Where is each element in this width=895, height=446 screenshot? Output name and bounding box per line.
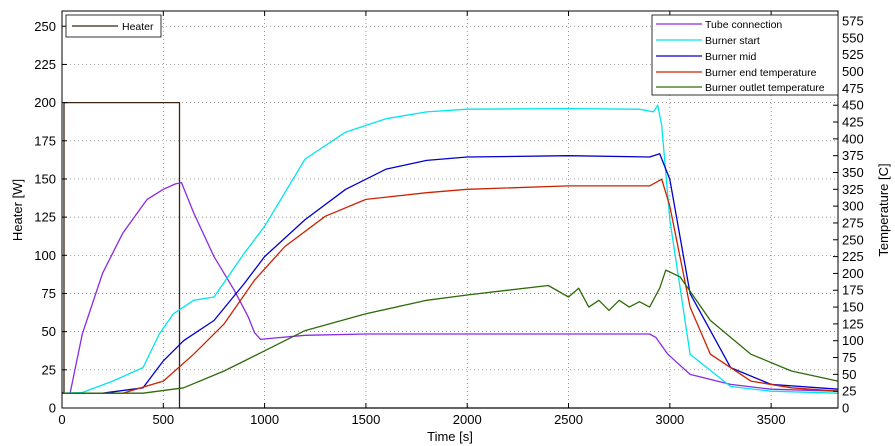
y-right-tick-label: 450 <box>842 98 864 113</box>
y-right-tick-label: 375 <box>842 148 864 163</box>
series-line-burner-mid <box>62 153 839 394</box>
y-left-tick-label: 200 <box>34 95 56 110</box>
x-tick-label: 0 <box>58 412 65 427</box>
y-right-tick-label: 250 <box>842 232 864 247</box>
y-right-tick-label: 0 <box>842 401 849 416</box>
y-right-tick-label: 75 <box>842 350 856 365</box>
y-right-tick-label: 325 <box>842 182 864 197</box>
x-tick-label: 1000 <box>250 412 279 427</box>
y-right-tick-label: 400 <box>842 131 864 146</box>
series-line-burner-outlet-temperature <box>62 269 839 394</box>
y-right-tick-label: 475 <box>842 81 864 96</box>
y-right-tick-label: 300 <box>842 199 864 214</box>
y-axis-right-title: Temperature [C] <box>876 163 891 256</box>
legend-burner-mid-label: Burner mid <box>705 51 757 63</box>
y-right-tick-label: 100 <box>842 333 864 348</box>
y-right-tick-label: 500 <box>842 64 864 79</box>
y-left-tick-label: 0 <box>49 401 56 416</box>
series-lines <box>61 101 839 409</box>
y-right-tick-label: 200 <box>842 266 864 281</box>
y-right-tick-label: 150 <box>842 300 864 315</box>
y-right-tick-label: 50 <box>842 367 856 382</box>
series-line-burner-end-temperature <box>62 178 839 394</box>
x-tick-label: 3500 <box>757 412 786 427</box>
y-right-tick-label: 175 <box>842 283 864 298</box>
y-left-tick-label: 225 <box>34 57 56 72</box>
y-right-tick-label: 275 <box>842 215 864 230</box>
x-tick-label: 3000 <box>655 412 684 427</box>
y-right-tick-label: 225 <box>842 249 864 264</box>
series-line-burner-start <box>61 104 839 394</box>
legend-tube-connection-label: Tube connection <box>705 19 782 31</box>
x-tick-label: 2500 <box>554 412 583 427</box>
plot-frame <box>61 10 839 409</box>
y-right-tick-label: 350 <box>842 165 864 180</box>
y-left-tick-label: 150 <box>34 171 56 186</box>
y-right-tick-label: 125 <box>842 316 864 331</box>
y-left-tick-label: 50 <box>42 324 56 339</box>
grid-lines <box>62 11 838 408</box>
legend-left: Heater <box>65 14 162 38</box>
y-left-tick-label: 100 <box>34 248 56 263</box>
y-axis-left-title: Heater [W] <box>10 179 25 241</box>
legend-heater-label: Heater <box>122 21 154 33</box>
legend-right: Tube connection Burner start Burner mid … <box>651 14 839 96</box>
y-left-tick-label: 250 <box>34 19 56 34</box>
y-left-tick-label: 125 <box>34 210 56 225</box>
x-tick-label: 1500 <box>351 412 380 427</box>
y-left-tick-label: 75 <box>42 286 56 301</box>
legend-burner-end-label: Burner end temperature <box>705 67 817 79</box>
y-right-tick-label: 425 <box>842 115 864 130</box>
x-axis-title: Time [s] <box>427 429 473 444</box>
legend-right-box <box>651 14 839 96</box>
legend-burner-start-label: Burner start <box>705 35 760 47</box>
legend-burner-outlet-label: Burner outlet temperature <box>705 82 825 94</box>
y-right-tick-label: 525 <box>842 47 864 62</box>
y-right-tick-label: 550 <box>842 30 864 45</box>
y-left-tick-label: 175 <box>34 133 56 148</box>
y-right-tick-label: 575 <box>842 14 864 29</box>
y-right-tick-label: 25 <box>842 384 856 399</box>
x-tick-label: 2000 <box>453 412 482 427</box>
axis-ticks: 0 500 1000 1500 2000 2500 3000 3500025507510012… <box>34 11 864 427</box>
series-line-tube-connection <box>62 181 839 394</box>
y-left-tick-label: 25 <box>42 362 56 377</box>
x-tick-label: 500 <box>152 412 174 427</box>
